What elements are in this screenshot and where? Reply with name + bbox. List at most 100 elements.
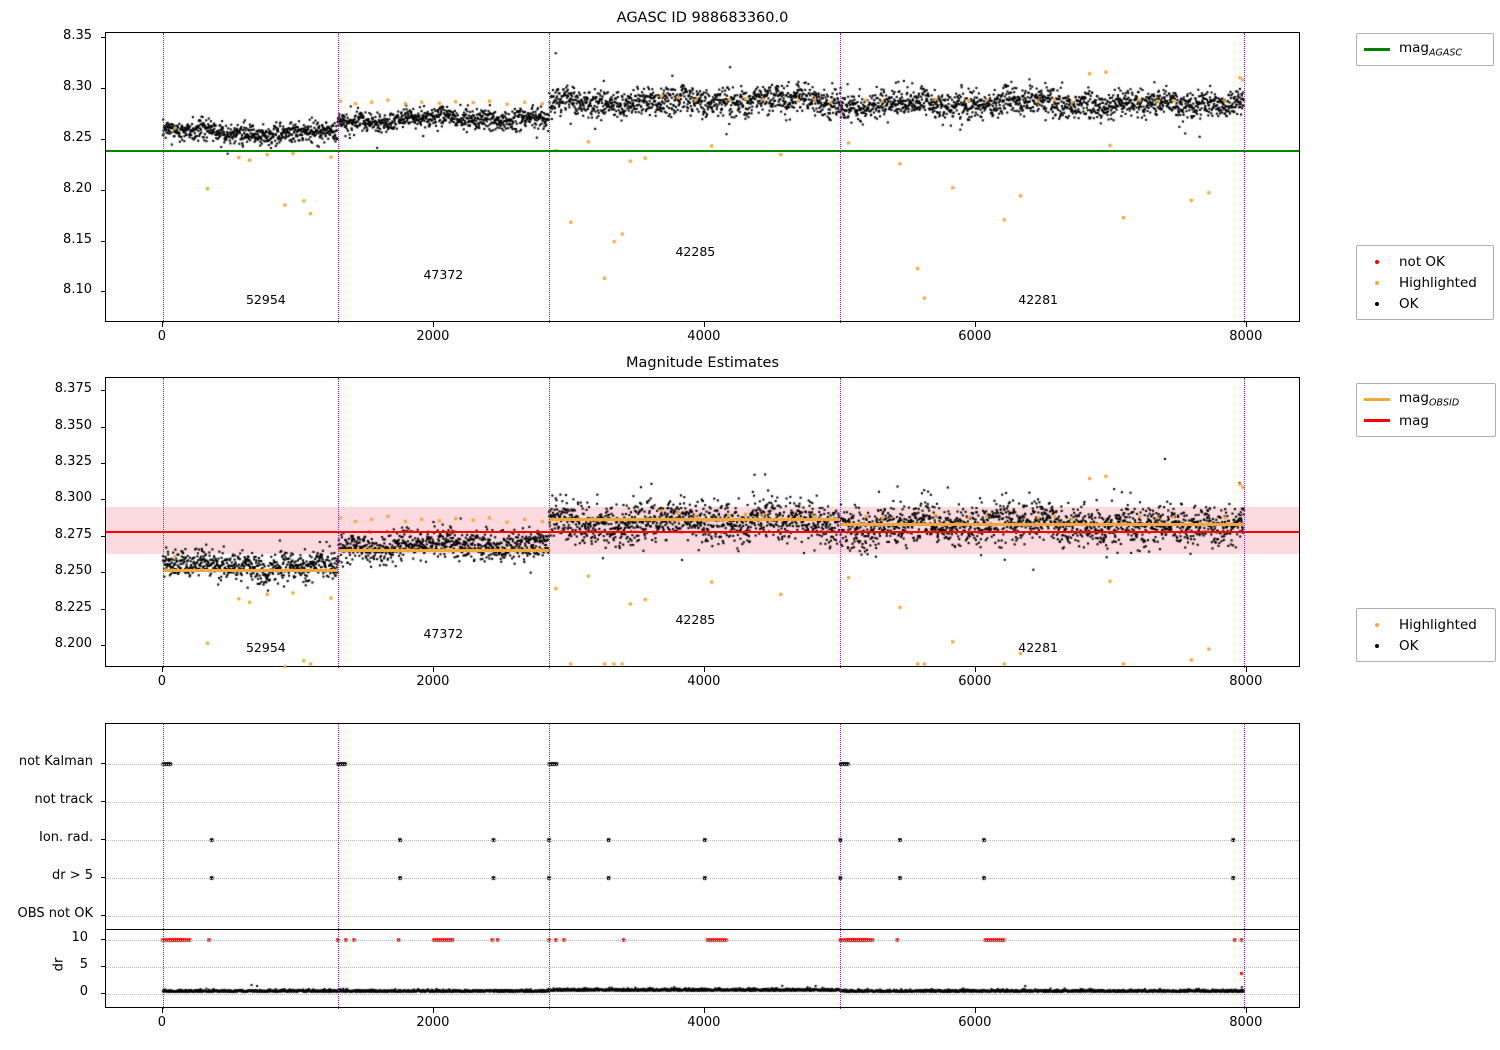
xtick-mark — [703, 667, 705, 672]
xtick-label: 0 — [157, 674, 167, 689]
legend-item-not-ok[interactable]: not OK — [1364, 251, 1485, 272]
ytick-mark — [101, 499, 105, 501]
ytick-mark — [101, 462, 105, 464]
legend-item-mag-agasc[interactable]: magAGASC — [1364, 39, 1485, 60]
ytick-label: 8.25 — [63, 129, 92, 145]
xtick-label: 2000 — [416, 674, 450, 689]
xtick-label: 0 — [157, 1015, 167, 1030]
xtick-mark — [703, 322, 705, 327]
obsid-divider — [337, 33, 339, 323]
obsid-divider — [162, 33, 164, 323]
legend-label: Highlighted — [1399, 274, 1477, 291]
gridline — [106, 878, 1299, 879]
panel-mid-legend-lines[interactable]: magOBSID mag — [1356, 383, 1496, 437]
obsid-divider — [549, 33, 551, 323]
panel-top-legend-points[interactable]: not OK Highlighted OK — [1356, 245, 1494, 320]
obsid-label: 52954 — [245, 639, 286, 655]
ytick-mark — [101, 240, 105, 242]
obsid-label: 42285 — [675, 611, 716, 627]
ytick-mark — [101, 390, 105, 392]
xtick-label: 0 — [157, 329, 167, 344]
flag-label-ion-rad-: Ion. rad. — [39, 830, 93, 845]
dr-tick-mark — [101, 939, 105, 940]
dr-tick-label: 0 — [79, 984, 88, 999]
xtick-label: 4000 — [687, 1015, 721, 1030]
xtick-mark — [974, 322, 976, 327]
flag-tick-mark — [101, 801, 105, 802]
ytick-mark — [101, 535, 105, 537]
ytick-label: 8.325 — [54, 453, 92, 469]
ytick-label: 8.250 — [54, 563, 92, 579]
xtick-label: 6000 — [958, 329, 992, 344]
xtick-label: 6000 — [958, 674, 992, 689]
ytick-mark — [101, 426, 105, 428]
dot-swatch — [1364, 622, 1390, 627]
flag-tick-mark — [101, 763, 105, 764]
panel-mid-legend-points[interactable]: Highlighted OK — [1356, 608, 1496, 662]
gridline — [106, 967, 1299, 968]
gridline — [106, 840, 1299, 841]
ytick-label: 8.300 — [54, 490, 92, 506]
xtick-mark — [161, 322, 163, 327]
obsid-label: 52954 — [245, 291, 286, 307]
dr-tick-mark — [101, 993, 105, 994]
obsid-label: 42281 — [1018, 639, 1059, 655]
panel-top-axes: 52954 47372 42285 42281 — [105, 32, 1301, 323]
gridline — [106, 802, 1299, 803]
ytick-mark — [101, 189, 105, 191]
dr-axis-separator — [106, 929, 1299, 930]
mag-obsid-step — [162, 568, 338, 572]
xtick-mark — [1245, 1008, 1247, 1013]
panel-mid-axes: 52954 47372 42285 42281 — [105, 377, 1301, 668]
mag-obsid-step — [549, 517, 841, 521]
ytick-label: 8.10 — [63, 282, 92, 298]
xtick-mark — [161, 667, 163, 672]
obsid-divider — [337, 378, 339, 668]
xtick-mark — [1245, 322, 1247, 327]
obsid-divider — [162, 378, 164, 668]
ytick-label: 8.35 — [63, 28, 92, 44]
legend-item-mag[interactable]: magOBSID — [1364, 389, 1487, 410]
flag-label-obs-not-ok: OBS not OK — [17, 906, 94, 921]
ytick-mark — [101, 645, 105, 647]
dr-axis-label: dr — [51, 957, 67, 972]
legend-label-mag-agasc: magAGASC — [1399, 40, 1463, 59]
xtick-mark — [432, 667, 434, 672]
xtick-mark — [161, 1008, 163, 1013]
legend-item-mag[interactable]: mag — [1364, 410, 1487, 431]
legend-item-ok[interactable]: OK — [1364, 635, 1487, 656]
mag-obsid-step — [337, 548, 550, 552]
panel-top-title: AGASC ID 988683360.0 — [616, 10, 789, 26]
flag-tick-mark — [101, 877, 105, 878]
xtick-label: 2000 — [416, 329, 450, 344]
xtick-label: 4000 — [687, 674, 721, 689]
xtick-mark — [974, 1008, 976, 1013]
line-swatch — [1364, 398, 1390, 401]
obsid-label: 42281 — [1018, 291, 1059, 307]
obsid-divider — [840, 33, 842, 323]
ytick-mark — [101, 37, 105, 39]
legend-item-highlighted[interactable]: Highlighted — [1364, 272, 1485, 293]
panel-mid-title: Magnitude Estimates — [625, 355, 780, 371]
xtick-mark — [703, 1008, 705, 1013]
obsid-label: 42285 — [675, 243, 716, 259]
ytick-mark — [101, 608, 105, 610]
legend-label: OK — [1399, 637, 1419, 654]
flag-label-not-kalman: not Kalman — [18, 754, 93, 769]
xtick-mark — [1245, 667, 1247, 672]
obsid-divider — [162, 724, 164, 1009]
gridline — [106, 940, 1299, 941]
xtick-label: 8000 — [1229, 329, 1263, 344]
gridline — [106, 994, 1299, 995]
xtick-label: 4000 — [687, 329, 721, 344]
ytick-label: 8.15 — [63, 231, 92, 247]
legend-item-ok[interactable]: OK — [1364, 293, 1485, 314]
legend-item-highlighted[interactable]: Highlighted — [1364, 614, 1487, 635]
dr-tick-mark — [101, 966, 105, 967]
ytick-mark — [101, 138, 105, 140]
panel-top-legend-magagasc[interactable]: magAGASC — [1356, 33, 1494, 66]
xtick-label: 2000 — [416, 1015, 450, 1030]
line-swatch — [1364, 419, 1390, 422]
